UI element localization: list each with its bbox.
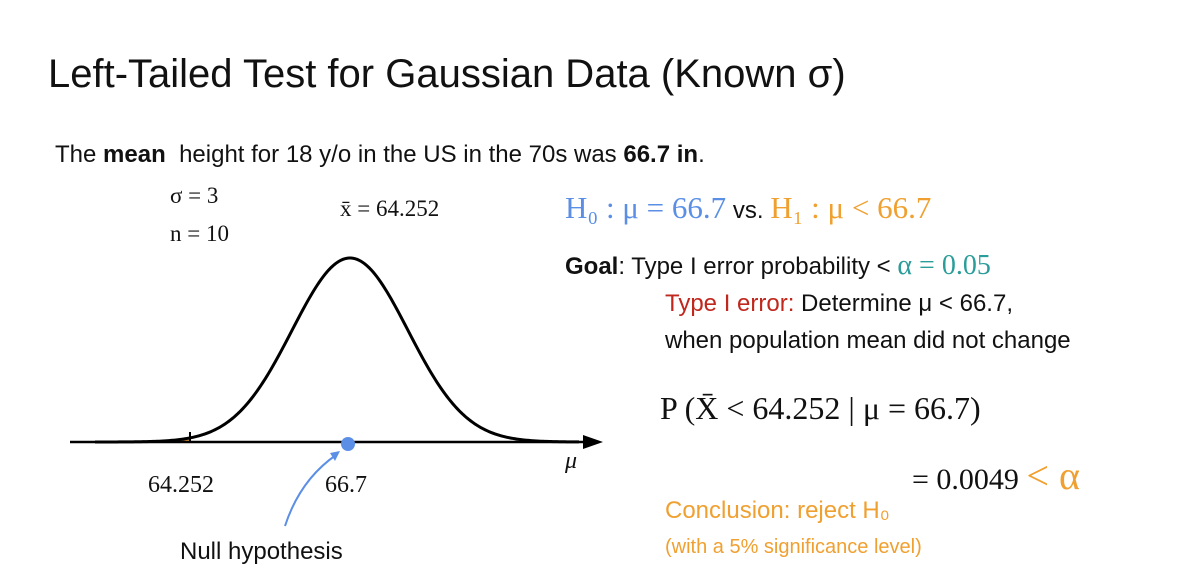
compare: < α [1026,453,1080,498]
intro: The mean height for 18 y/o in the US in … [55,141,705,169]
conclusion-note: (with a 5% significance level) [665,536,922,558]
alpha: α = 0.05 [897,250,991,281]
text: : Type I error probability < [618,253,891,280]
tail-label: 64.252 [148,472,214,498]
n: n = 10 [170,221,229,246]
h0: H₀ : μ = 66.7 [565,190,727,225]
text: mean [103,141,166,168]
probability: P (X̄ < 64.252 | μ = 66.7) [660,390,981,426]
vs: vs. [732,197,764,224]
goal-label: Goal [565,253,619,280]
type1: Type I error: Determine μ < 66.7, [665,290,1013,318]
goal: Goal: Type I error probability < α = 0.0… [565,250,991,282]
conclusion: Conclusion: reject H₀ [665,497,890,524]
xbar: x̄ = 64.252 [340,196,440,221]
text: Determine μ < 66.7, [801,290,1013,317]
hypotheses: H₀ : μ = 66.7 vs. H₁ : μ < 66.7 [565,190,931,226]
null-note: Null hypothesis [180,538,343,565]
title: Left-Tailed Test for Gaussian Data (Know… [48,52,846,96]
h1: H₁ : μ < 66.7 [770,190,932,225]
null-arrow [284,454,337,527]
axis-arrow [583,435,603,449]
null-dot [341,437,355,451]
text: . [698,141,705,168]
bell-curve [95,256,580,444]
text: 66.7 in [623,141,699,168]
text: height for 18 y/o in the US in the 70s w… [179,141,617,168]
axis-label: μ [565,448,578,474]
null-label: 66.7 [325,472,367,498]
result: = 0.0049 < α [912,452,1080,499]
type1-line2: when population mean did not change [665,327,1071,354]
type1-label: Type I error: [665,290,795,317]
text: The [55,141,97,168]
null-arrow-head [330,451,340,461]
sigma: σ = 3 [170,183,219,208]
text: = 0.0049 [912,463,1019,496]
